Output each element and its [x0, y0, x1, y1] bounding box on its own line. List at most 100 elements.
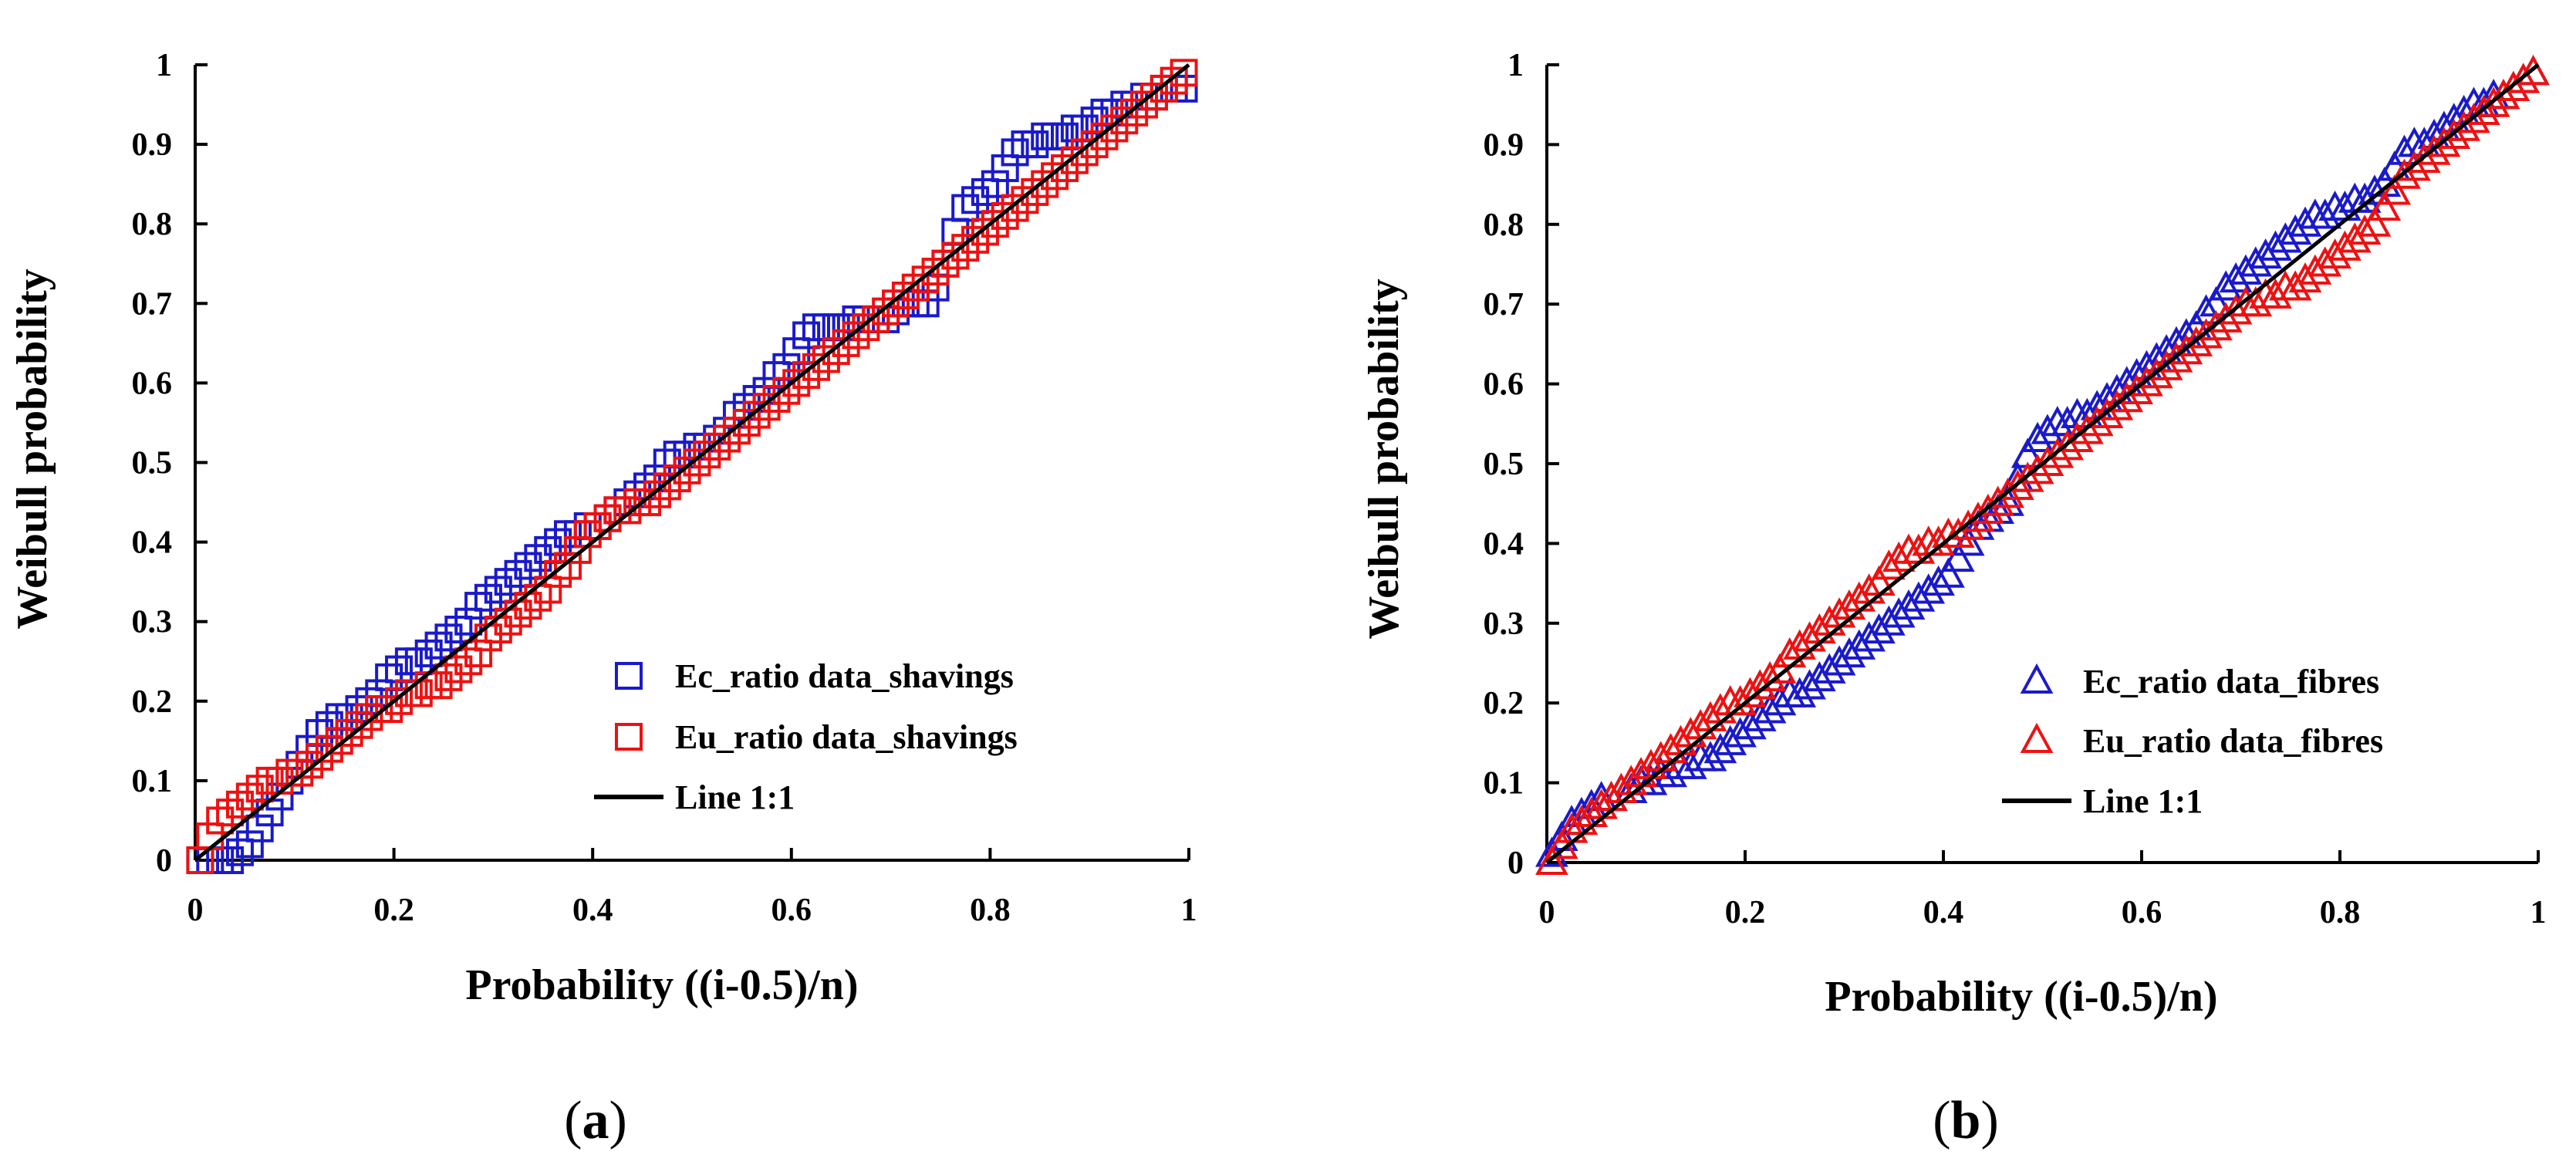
data-point	[1693, 741, 1727, 772]
data-point	[1961, 501, 1995, 532]
x-tick-label: 0.8	[2320, 895, 2361, 930]
data-point	[216, 799, 245, 827]
data-point	[385, 687, 414, 715]
data-point	[2120, 373, 2153, 404]
data-point	[1090, 122, 1119, 150]
data-point	[2308, 246, 2342, 277]
data-point	[245, 775, 274, 803]
data-point	[1150, 74, 1178, 103]
data-point	[2497, 70, 2530, 102]
data-point	[911, 265, 940, 294]
data-point	[2209, 270, 2243, 301]
data-point	[1862, 613, 1896, 644]
data-point	[335, 719, 363, 748]
data-point	[504, 559, 532, 588]
data-point	[2298, 254, 2332, 285]
legend-label: Eu_ratio data_shavings	[675, 718, 1018, 756]
data-point	[1080, 130, 1109, 159]
x-tick-label: 0.8	[970, 893, 1011, 928]
data-point	[1021, 177, 1049, 206]
data-point	[2259, 230, 2292, 261]
data-point	[2466, 94, 2500, 126]
data-point	[1170, 59, 1198, 87]
data-point	[961, 225, 990, 254]
data-point	[225, 790, 254, 819]
reference-line-1-1	[1545, 63, 2540, 864]
data-point	[613, 496, 642, 525]
data-point	[1783, 677, 1817, 707]
data-point	[1882, 597, 1916, 628]
y-tick-label: 0.6	[1484, 367, 1524, 403]
data-point	[1981, 485, 2015, 516]
y-tick-label: 0.7	[1484, 287, 1524, 322]
legend-marker	[2020, 722, 2054, 753]
data-point	[424, 631, 453, 660]
data-point	[2100, 390, 2134, 420]
legend: Ec_ratio data_fibres Eu_ratio data_fibres…	[2002, 663, 2383, 820]
data-point	[216, 846, 245, 874]
data-point	[762, 385, 791, 414]
y-tick-label: 0	[156, 843, 172, 879]
y-axis-title: Weibull probability	[8, 268, 56, 629]
data-point	[792, 321, 821, 349]
data-point	[235, 782, 264, 811]
data-point	[2169, 334, 2203, 365]
y-tick-label: 0.2	[1484, 686, 1524, 721]
data-point	[991, 154, 1019, 183]
data-point	[2338, 222, 2372, 253]
data-point	[1130, 90, 1159, 119]
data-point	[901, 273, 930, 302]
y-tick-label: 0.8	[1484, 208, 1524, 243]
y-tick-label: 0.4	[1484, 526, 1524, 562]
data-point	[2021, 454, 2054, 485]
data-point	[842, 321, 870, 349]
y-tick-label: 0.7	[132, 286, 173, 322]
data-point	[1100, 114, 1129, 143]
x-axis-title: Probability ((i-0.5)/n)	[1825, 973, 2217, 1021]
y-tick-label: 0.5	[1484, 447, 1524, 482]
data-point	[1941, 541, 1975, 572]
x-tick-label: 0.4	[1923, 895, 1964, 930]
data-point	[2507, 62, 2541, 93]
data-point	[663, 464, 691, 493]
data-point	[2010, 461, 2044, 492]
data-point	[1120, 98, 1149, 127]
reference-line-1-1	[194, 63, 1190, 862]
chart-panel-b: 0 0.1 0.2 0.3 0.4 0.5 0.6 0.7 0.8 0.9 1 0 0.2 0.4 0.6 0…	[1360, 48, 2550, 1150]
data-point	[315, 734, 343, 763]
data-point	[1912, 573, 1946, 604]
x-axis-title: Probability ((i-0.5)/n)	[465, 961, 858, 1009]
data-point	[2001, 469, 2034, 501]
data-point	[1051, 154, 1079, 183]
data-point	[2487, 79, 2520, 110]
data-point	[971, 177, 999, 206]
data-point	[2476, 86, 2510, 117]
y-tick-label: 0.5	[132, 446, 173, 481]
data-point	[2051, 430, 2084, 461]
data-point	[1803, 661, 1836, 692]
data-point	[2070, 414, 2104, 444]
x-tick-label: 1	[2530, 895, 2547, 930]
data-point	[1812, 653, 1846, 684]
legend-label: Line 1:1	[2083, 782, 2203, 820]
data-point	[454, 647, 483, 676]
data-point	[1932, 557, 1965, 588]
legend-label: Eu_ratio data_fibres	[2083, 722, 2383, 760]
data-point	[2447, 110, 2480, 141]
data-point	[683, 448, 711, 477]
legend-marker	[2020, 663, 2054, 694]
y-axis-title: Weibull probability	[1360, 279, 1408, 639]
y-tick-label: 0.1	[132, 764, 173, 799]
data-point	[643, 480, 671, 508]
data-point	[1971, 493, 2005, 525]
data-point	[544, 559, 572, 588]
data-point	[921, 258, 950, 286]
data-point	[2179, 326, 2213, 356]
legend-label: Ec_ratio data_fibres	[2083, 663, 2379, 701]
y-tick-label: 0.3	[1484, 606, 1524, 642]
y-tick-label: 0.9	[132, 127, 173, 163]
data-point	[1139, 83, 1168, 111]
data-point	[206, 806, 235, 835]
data-point	[1793, 669, 1826, 700]
data-point	[524, 544, 552, 572]
